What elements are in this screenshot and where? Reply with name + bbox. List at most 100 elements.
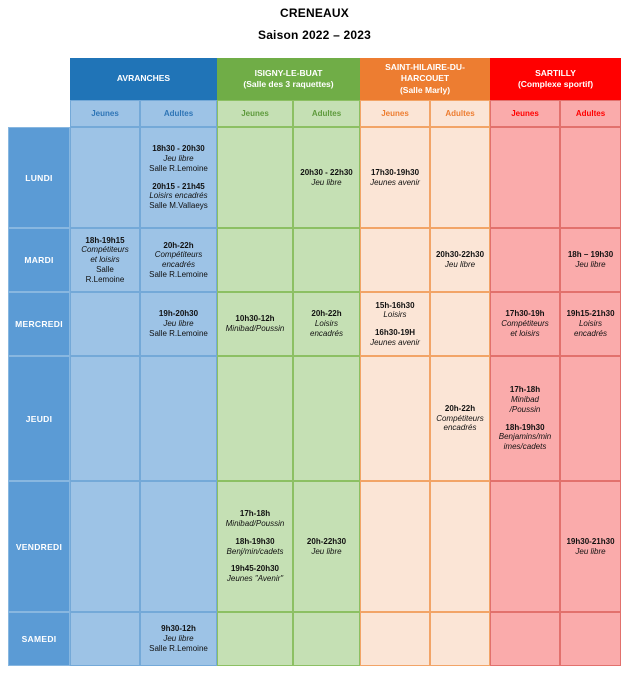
session-activity: et loisirs	[90, 255, 120, 265]
session-time: 10h30-12h	[235, 314, 275, 324]
title-block: CRENEAUX Saison 2022 – 2023	[0, 0, 629, 42]
cell-mercredi-saint-hilaire-du-harcouet-jeunes: 15h-16h30 Loisirs 16h30-19H Jeunes avenir	[360, 292, 430, 356]
cell-mercredi-isigny-le-buat-adultes: 20h-22h Loisirs encadrés	[293, 292, 360, 356]
session: 17h30-19h Compétiteurs et loisirs	[501, 309, 549, 338]
subheader-avranches-jeunes: Jeunes	[70, 100, 140, 127]
session-time: 20h-22h	[163, 240, 194, 250]
session-time: 20h15 - 21h45	[152, 181, 205, 191]
session: 15h-16h30 Loisirs	[375, 301, 414, 321]
session-activity: Jeu libre	[444, 260, 476, 269]
session-activity: Jeu libre	[575, 260, 606, 269]
schedule-table: AVRANCHES Jeunes Adultes ISIGNY-LE-BUAT (Sal…	[8, 58, 621, 666]
session-time: 18h – 19h30	[567, 250, 614, 260]
cell-mardi-saint-hilaire-du-harcouet-adultes: 20h30-22h30 Jeu libre	[430, 228, 490, 292]
session-time: 20h30 - 22h30	[300, 167, 353, 177]
cell-lundi-avranches-jeunes	[70, 127, 140, 228]
cell-jeudi-saint-hilaire-du-harcouet-jeunes	[360, 356, 430, 481]
cell-vendredi-saint-hilaire-du-harcouet-jeunes	[360, 481, 430, 612]
session-activity: /Poussin	[509, 404, 541, 414]
cell-mercredi-avranches-adultes: 19h-20h30 Jeu libre Salle R.Lemoine	[140, 292, 217, 356]
day-label-mardi: MARDI	[8, 228, 70, 292]
cell-lundi-isigny-le-buat-jeunes	[217, 127, 293, 228]
session: 20h-22h Compétiteurs encadrés Salle R.Lemoi…	[149, 241, 208, 280]
session-time: 20h-22h30	[306, 536, 347, 546]
page-subtitle: Saison 2022 – 2023	[257, 28, 371, 42]
cell-vendredi-avranches-jeunes	[70, 481, 140, 612]
group-header-avranches: AVRANCHES	[70, 58, 217, 100]
session: 18h30 - 20h30 Jeu libre Salle R.Lemoine	[149, 144, 208, 173]
session: 20h-22h30 Jeu libre	[307, 537, 346, 557]
cell-vendredi-saint-hilaire-du-harcouet-adultes	[430, 481, 490, 612]
cell-mardi-isigny-le-buat-adultes	[293, 228, 360, 292]
session-location: Salle M.Vallaeys	[149, 201, 208, 210]
cell-jeudi-saint-hilaire-du-harcouet-adultes: 20h-22h Compétiteurs encadrés	[430, 356, 490, 481]
cell-samedi-avranches-jeunes	[70, 612, 140, 666]
cell-mercredi-saint-hilaire-du-harcouet-adultes	[430, 292, 490, 356]
session: 18h-19h15 Compétiteurs et loisirs Salle R.Le…	[81, 236, 129, 285]
cell-mardi-saint-hilaire-du-harcouet-jeunes	[360, 228, 430, 292]
cell-samedi-sartilly-jeunes	[490, 612, 560, 666]
session-activity: et loisirs	[510, 328, 540, 338]
cell-mardi-sartilly-adultes: 18h – 19h30 Jeu libre	[560, 228, 621, 292]
cell-vendredi-avranches-adultes	[140, 481, 217, 612]
day-label-jeudi: JEUDI	[8, 356, 70, 481]
cell-mercredi-isigny-le-buat-jeunes: 10h30-12h Minibad/Poussin	[217, 292, 293, 356]
cell-lundi-saint-hilaire-du-harcouet-jeunes: 17h30-19h30 Jeunes avenir	[360, 127, 430, 228]
session: 20h15 - 21h45 Loisirs encadrés Salle M.Val…	[149, 182, 208, 211]
session-location: Salle	[96, 264, 114, 274]
session-activity: Minibad/Poussin	[225, 519, 285, 528]
cell-samedi-saint-hilaire-du-harcouet-adultes	[430, 612, 490, 666]
cell-mercredi-avranches-jeunes	[70, 292, 140, 356]
session-activity: Minibad	[510, 395, 539, 404]
day-label-lundi: LUNDI	[8, 127, 70, 228]
session-activity: encadrés	[443, 423, 477, 433]
session-activity: Loisirs	[578, 319, 603, 329]
session: 20h30 - 22h30 Jeu libre	[300, 168, 352, 188]
session: 18h-19h30 Benj/min/cadets	[227, 537, 284, 557]
session-time: 20h30-22h30	[435, 250, 485, 260]
session: 19h15-21h30 Loisirs encadrés	[566, 309, 614, 338]
cell-vendredi-isigny-le-buat-adultes: 20h-22h30 Jeu libre	[293, 481, 360, 612]
session-activity: Minibad/Poussin	[225, 324, 285, 333]
group-header-label: ISIGNY-LE-BUAT	[254, 67, 323, 78]
session-time: 18h-19h30	[505, 422, 545, 432]
subheader-isigny-le-buat-adultes: Adultes	[293, 100, 360, 127]
session-location: R.Lemoine	[85, 274, 125, 284]
session-activity: Compétiteurs	[436, 413, 484, 423]
group-header-sublabel: (Salle des 3 raquettes)	[243, 79, 334, 89]
session-time: 17h-18h	[509, 385, 541, 395]
session: 17h30-19h30 Jeunes avenir	[370, 168, 420, 188]
session-time: 19h-20h30	[158, 309, 199, 319]
session-activity: Loisirs	[383, 310, 407, 320]
session-time: 9h30-12h	[161, 624, 196, 634]
cell-jeudi-isigny-le-buat-jeunes	[217, 356, 293, 481]
session-time: 17h30-19h	[505, 309, 545, 319]
session-activity: Compétiteurs	[154, 250, 203, 260]
day-label-mercredi: MERCREDI	[8, 292, 70, 356]
page-title: CRENEAUX	[280, 6, 349, 20]
session-location: Salle R.Lemoine	[149, 163, 208, 173]
session-activity: Loisirs encadrés	[149, 191, 208, 201]
session: 17h-18h Minibad/Poussin	[510, 385, 541, 414]
session-activity: Compétiteurs	[501, 319, 549, 329]
session-time: 17h-18h	[239, 509, 271, 519]
cell-mercredi-sartilly-jeunes: 17h30-19h Compétiteurs et loisirs	[490, 292, 560, 356]
session-activity: Benjamins/min	[498, 432, 552, 442]
day-label-samedi: SAMEDI	[8, 612, 70, 666]
session-location: Salle R.Lemoine	[149, 269, 208, 279]
group-header-isigny-le-buat: ISIGNY-LE-BUAT (Salle des 3 raquettes)	[217, 58, 360, 100]
cell-samedi-isigny-le-buat-adultes	[293, 612, 360, 666]
subheader-avranches-adultes: Adultes	[140, 100, 217, 127]
session-time: 18h30 - 20h30	[152, 144, 205, 154]
session: 17h-18h Minibad/Poussin	[226, 509, 285, 529]
session-activity: Jeu libre	[163, 319, 194, 329]
cell-mardi-avranches-adultes: 20h-22h Compétiteurs encadrés Salle R.Lemoi…	[140, 228, 217, 292]
subheader-saint-hilaire-du-harcouet-adultes: Adultes	[430, 100, 490, 127]
session-activity: Jeu libre	[311, 177, 342, 187]
cell-lundi-sartilly-adultes	[560, 127, 621, 228]
session: 18h – 19h30 Jeu libre	[568, 250, 613, 270]
session-time: 15h-16h30	[375, 300, 415, 310]
subheader-isigny-le-buat-jeunes: Jeunes	[217, 100, 293, 127]
session-time: 16h30-19H	[374, 328, 416, 337]
group-header-sublabel: (Salle Marly)	[399, 84, 451, 95]
